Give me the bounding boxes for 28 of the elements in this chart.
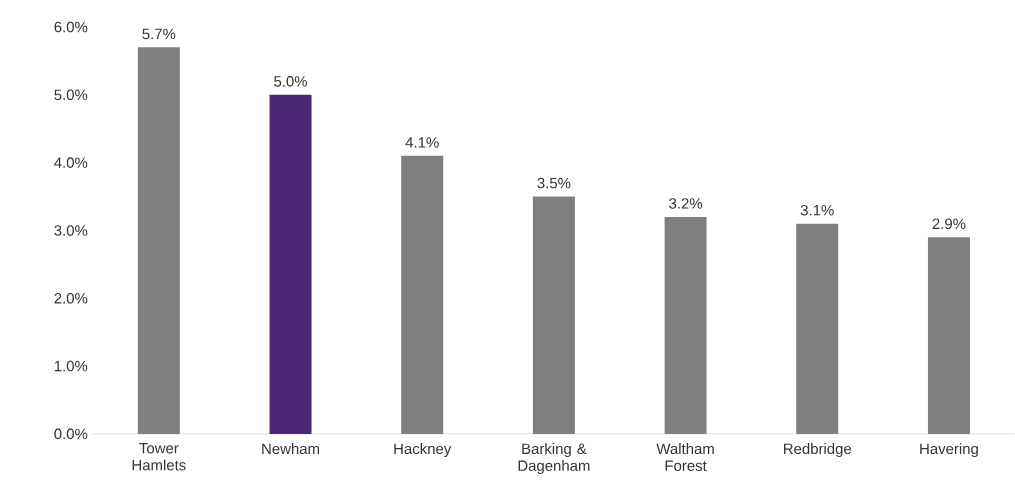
- data-label: 3.5%: [537, 177, 571, 189]
- data-label: 3.2%: [669, 198, 703, 209]
- y-tick-label: 4.0%: [54, 157, 88, 168]
- bar: [401, 155, 444, 434]
- x-tick-label: Barking & Dagenham: [518, 443, 590, 474]
- x-tick-label: Havering: [920, 443, 978, 458]
- y-tick-label: 0.0%: [54, 428, 88, 440]
- data-label: 3.1%: [800, 204, 834, 216]
- x-tick-label: Tower Hamlets: [132, 443, 186, 471]
- data-label: 5.7%: [142, 28, 176, 40]
- y-tick-label: 2.0%: [54, 293, 88, 304]
- x-tick-label: Redbridge: [784, 443, 852, 458]
- bar: [269, 94, 312, 434]
- y-tick-label: 5.0%: [54, 89, 88, 101]
- bar: [532, 196, 575, 434]
- y-tick-label: 6.0%: [54, 21, 88, 33]
- bar: [927, 237, 970, 434]
- bar: [796, 223, 839, 434]
- data-label: 2.9%: [932, 218, 966, 230]
- x-tick-label: Newham: [262, 443, 319, 455]
- bar: [664, 216, 707, 434]
- y-tick-label: 1.0%: [54, 360, 88, 372]
- bar: [137, 47, 180, 434]
- data-label: 4.1%: [405, 137, 439, 148]
- x-tick-label: Waltham Forest: [656, 443, 714, 472]
- y-tick-label: 3.0%: [54, 225, 88, 236]
- x-tick-label: Hackney: [394, 443, 452, 458]
- data-label: 5.0%: [274, 76, 308, 87]
